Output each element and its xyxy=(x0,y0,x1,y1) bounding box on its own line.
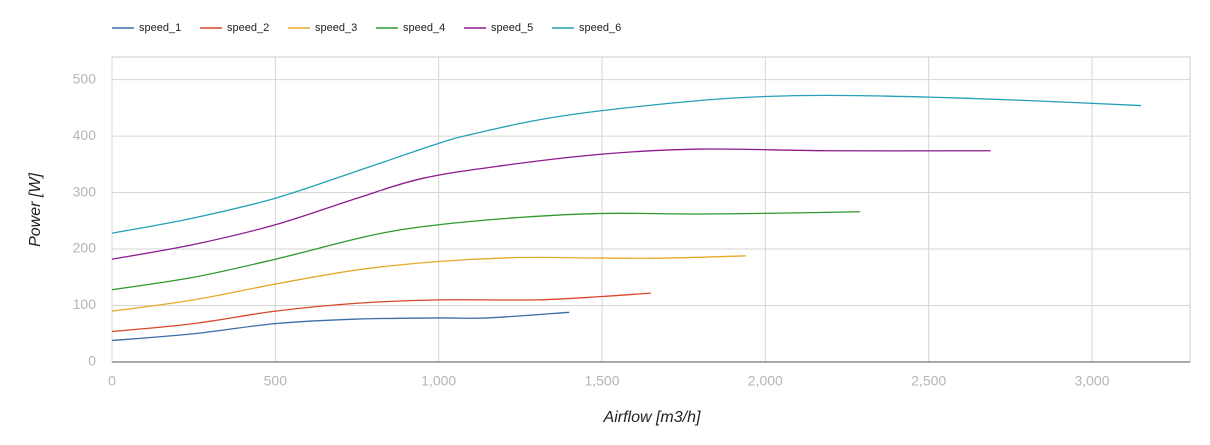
legend-label: speed_1 xyxy=(139,22,181,34)
legend-label: speed_6 xyxy=(579,22,621,34)
line-series xyxy=(111,255,746,312)
plot-area xyxy=(111,56,1191,363)
legend-label: speed_2 xyxy=(227,22,269,34)
x-tick-label: 1,000 xyxy=(421,373,456,389)
x-tick-label: 2,500 xyxy=(911,373,946,389)
y-tick-label: 400 xyxy=(73,127,97,143)
x-tick-label: 2,000 xyxy=(748,373,783,389)
line-series xyxy=(111,148,991,260)
y-tick-label: 500 xyxy=(73,70,97,86)
legend-label: speed_3 xyxy=(315,22,357,34)
x-axis-title: Airflow [m3/h] xyxy=(603,409,701,426)
x-tick-label: 500 xyxy=(264,373,288,389)
x-tick-label: 1,500 xyxy=(584,373,619,389)
legend-label: speed_5 xyxy=(491,22,533,34)
line-series xyxy=(111,292,652,333)
legend-label: speed_4 xyxy=(403,22,445,34)
line-series xyxy=(111,311,570,342)
y-tick-label: 300 xyxy=(73,183,97,199)
y-tick-label: 200 xyxy=(73,240,97,256)
line-series xyxy=(111,211,861,291)
y-tick-label: 0 xyxy=(88,353,96,369)
line-series xyxy=(111,94,1142,234)
x-tick-label: 3,000 xyxy=(1074,373,1109,389)
x-tick-label: 0 xyxy=(108,373,116,389)
y-tick-label: 100 xyxy=(73,296,97,312)
y-axis-title: Power [W] xyxy=(27,173,44,247)
